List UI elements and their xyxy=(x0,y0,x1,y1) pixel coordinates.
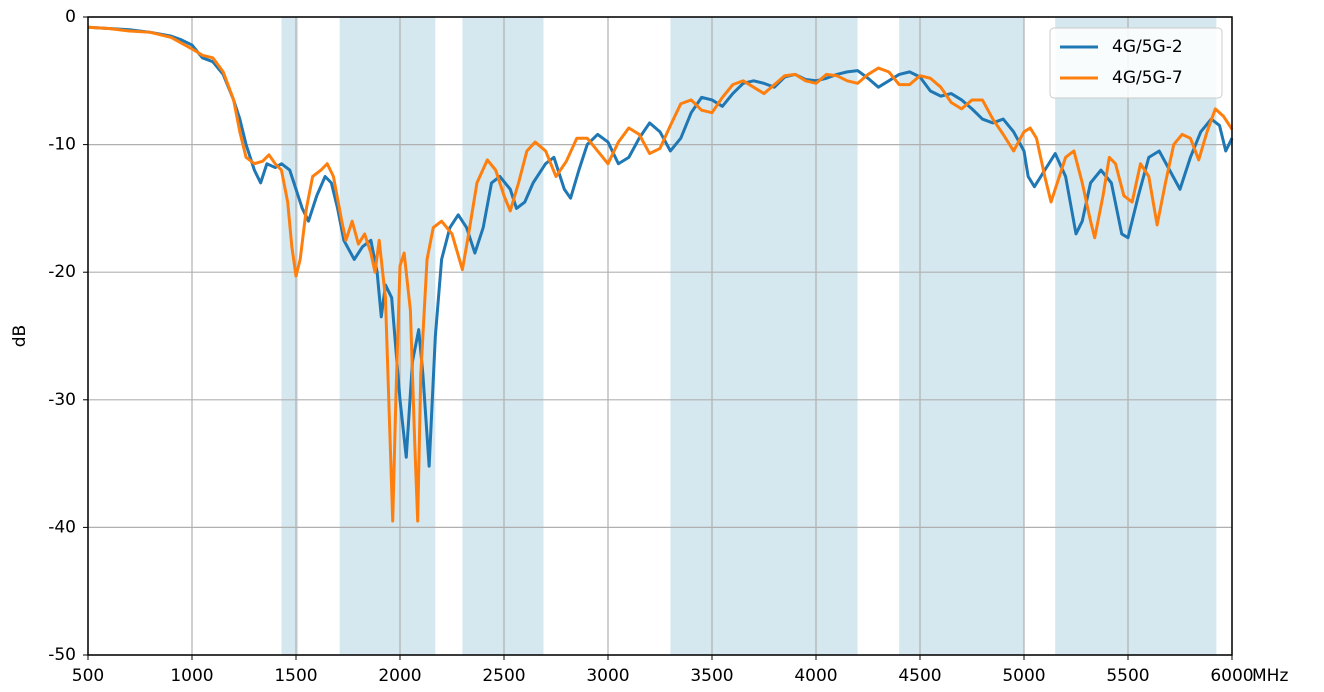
x-tick-label: 5000 xyxy=(1002,666,1045,686)
legend-label: 4G/5G-2 xyxy=(1112,37,1183,57)
x-tick-label: 1000 xyxy=(170,666,213,686)
x-tick-label: 2000 xyxy=(378,666,421,686)
shaded-band xyxy=(670,17,858,655)
x-tick-label: 3000 xyxy=(586,666,629,686)
x-tick-label: 1500 xyxy=(274,666,317,686)
x-tick-label: 500 xyxy=(72,666,104,686)
x-tick-label: 5500 xyxy=(1106,666,1149,686)
x-tick-label: 6000 xyxy=(1210,666,1253,686)
x-tick-label: 4000 xyxy=(794,666,837,686)
plot-frame xyxy=(87,16,1233,656)
series-line xyxy=(87,25,1234,523)
y-tick-label: -10 xyxy=(48,135,76,155)
shaded-band xyxy=(281,17,299,655)
x-tick-label: 2500 xyxy=(482,666,525,686)
y-tick-label: -30 xyxy=(48,390,76,410)
legend-label: 4G/5G-7 xyxy=(1112,68,1183,88)
y-tick-label: -20 xyxy=(48,262,76,282)
y-tick-label: 0 xyxy=(65,7,76,27)
x-axis-label: MHz xyxy=(1252,666,1288,686)
shaded-band xyxy=(899,17,1024,655)
shaded-band xyxy=(1055,17,1217,655)
y-tick-label: -40 xyxy=(48,517,76,537)
x-tick-label: 3500 xyxy=(690,666,733,686)
shaded-band xyxy=(462,17,544,655)
y-tick-label: -50 xyxy=(48,645,76,665)
x-tick-label: 4500 xyxy=(898,666,941,686)
y-axis-label: dB xyxy=(10,325,30,347)
